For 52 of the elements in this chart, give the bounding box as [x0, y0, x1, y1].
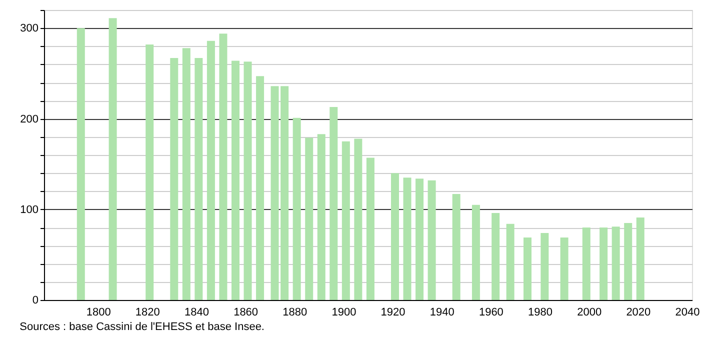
bar [108, 18, 117, 300]
bar [524, 237, 532, 300]
bar [146, 44, 154, 300]
bar [403, 178, 412, 300]
y-tick-label: 0 [32, 294, 38, 306]
bar [366, 158, 374, 300]
bar [636, 218, 644, 300]
bar [330, 106, 338, 300]
bar [612, 226, 620, 300]
x-tick-label: 1820 [135, 306, 160, 318]
bar [354, 138, 362, 300]
x-tick-label: 1880 [282, 306, 308, 318]
bar [292, 118, 301, 300]
y-tick-label: 100 [20, 204, 38, 216]
x-tick-label: 1920 [380, 306, 406, 318]
bar [428, 180, 436, 300]
bar [492, 213, 500, 300]
bar [560, 237, 568, 300]
bar [76, 28, 85, 300]
bar [317, 134, 326, 300]
bar [194, 58, 203, 300]
x-tick-label: 2040 [675, 306, 700, 318]
bar [452, 194, 460, 300]
source-note: Sources : base Cassini de l'EHESS et base Insee. [20, 321, 264, 333]
x-tick-label: 1900 [332, 306, 356, 318]
bar [256, 76, 264, 300]
y-tick-label: 200 [20, 113, 38, 126]
bar [182, 48, 190, 300]
x-tick-label: 2000 [577, 306, 602, 318]
bar [506, 224, 514, 300]
x-tick-label: 1800 [86, 306, 111, 318]
bar [416, 178, 424, 300]
bar [170, 58, 178, 300]
bar [206, 40, 215, 300]
bar [540, 232, 549, 300]
bar [600, 228, 608, 300]
bar [582, 228, 590, 300]
bar [624, 222, 632, 300]
bar [305, 138, 314, 300]
y-tick-label: 300 [20, 22, 38, 35]
bar [244, 62, 252, 300]
bar [219, 34, 228, 300]
x-tick-label: 1840 [184, 306, 209, 318]
bar [342, 141, 350, 300]
x-tick-label: 1980 [528, 306, 553, 318]
bar [390, 173, 399, 300]
x-tick-label: 2020 [626, 306, 651, 318]
bar [472, 204, 480, 300]
x-tick-label: 1960 [478, 306, 504, 318]
x-tick-label: 1940 [430, 306, 454, 318]
x-tick-label: 1860 [234, 306, 258, 318]
bar [231, 60, 240, 300]
